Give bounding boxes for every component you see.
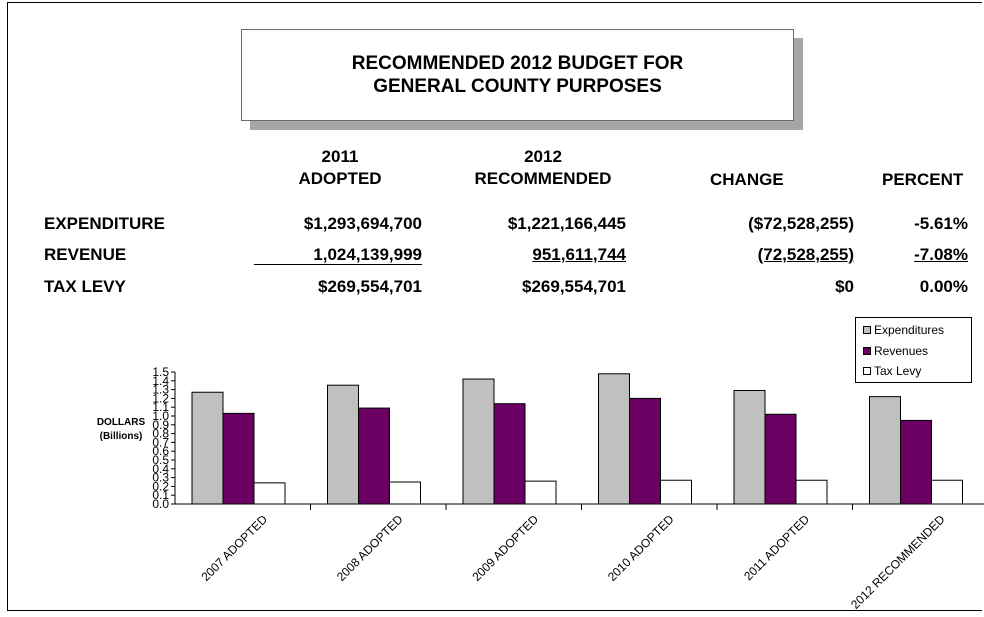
header-2012-recommended: 2012 RECOMMENDED — [445, 146, 641, 190]
y-tick-label: 0.3 — [152, 471, 169, 485]
bar-revenues — [629, 397, 661, 505]
x-tick-label: 2007 ADOPTED — [198, 512, 270, 584]
y-axis-title-line-2: (Billions) — [100, 431, 143, 442]
cell-percent: 0.00% — [919, 277, 968, 296]
bar-expenditures — [733, 389, 766, 505]
row-label: REVENUE — [44, 245, 127, 264]
header-2012-line1: 2012 — [524, 147, 562, 166]
cell-2012-recommended: $1,221,166,445 — [507, 214, 626, 233]
y-tick-label: 0.8 — [152, 427, 169, 441]
y-tick-label: 1.5 — [152, 365, 169, 379]
bar-expenditures — [869, 396, 901, 505]
header-2012-line2: RECOMMENDED — [474, 169, 612, 188]
legend-item-revenues: Revenues — [863, 343, 928, 359]
legend-item-expenditures: Expenditures — [863, 322, 944, 338]
cell-2012-recommended: 951,611,744 — [532, 245, 626, 264]
legend-label: Revenues — [874, 344, 929, 358]
y-tick-label: 0.5 — [152, 453, 169, 467]
cell-percent: -5.61% — [914, 214, 968, 233]
row-label: TAX LEVY — [44, 277, 126, 296]
legend-swatch-tax-levy — [863, 367, 871, 375]
y-tick-label: 0.2 — [152, 479, 169, 493]
x-tick-label: 2008 ADOPTED — [334, 512, 406, 584]
bar-revenues — [764, 413, 797, 505]
header-change: CHANGE — [710, 170, 784, 189]
bar-expenditures — [598, 373, 630, 505]
y-tick-label: 0.7 — [152, 435, 169, 449]
legend-item-tax-levy: Tax Levy — [863, 363, 921, 379]
bar-tax-levy — [253, 482, 286, 505]
bar-revenues — [493, 403, 526, 505]
y-tick-label: 0.6 — [152, 444, 169, 458]
y-tick-label: 1.2 — [152, 391, 169, 405]
x-tick-label: 2012 RECOMMENDED — [848, 512, 948, 612]
header-2011-adopted: 2011 ADOPTED — [265, 146, 415, 190]
bar-tax-levy — [795, 479, 828, 505]
bar-expenditures — [191, 391, 224, 505]
bar-revenues — [358, 407, 390, 505]
header-percent: PERCENT — [882, 170, 964, 189]
bar-revenues — [222, 412, 255, 505]
cell-change: ($72,528,255) — [748, 214, 854, 233]
cell-2011-adopted: $269,554,701 — [318, 277, 422, 296]
cell-percent: -7.08% — [914, 245, 968, 264]
cell-change: $0 — [835, 277, 854, 296]
cell-2011-adopted: 1,024,139,999 — [313, 245, 422, 264]
x-tick-label: 2009 ADOPTED — [469, 512, 541, 584]
chart-legend: Expenditures Revenues Tax Levy — [855, 317, 972, 383]
cell-change: (72,528,255) — [757, 245, 854, 264]
legend-swatch-revenues — [863, 347, 871, 355]
y-tick-label: 0.1 — [152, 488, 169, 502]
x-tick-label: 2011 ADOPTED — [741, 512, 812, 583]
revenue-underline — [254, 264, 422, 265]
header-2011-line1: 2011 — [321, 147, 359, 166]
legend-label: Tax Levy — [874, 364, 922, 378]
bar-tax-levy — [931, 479, 963, 505]
y-tick-label: 1.3 — [152, 383, 169, 397]
bar-revenues — [900, 419, 932, 505]
title-line-2: GENERAL COUNTY PURPOSES — [373, 76, 662, 97]
y-tick-label: 0.0 — [152, 497, 169, 511]
y-tick-label: 0.4 — [152, 462, 169, 476]
bar-expenditures — [462, 378, 495, 505]
bar-tax-levy — [524, 480, 557, 505]
bar-tax-levy — [389, 481, 421, 505]
legend-swatch-expenditures — [863, 326, 871, 334]
y-tick-label: 1.4 — [152, 374, 169, 388]
header-2011-line2: ADOPTED — [298, 169, 382, 188]
bar-tax-levy — [660, 479, 692, 505]
legend-label: Expenditures — [874, 323, 945, 337]
bar-expenditures — [327, 384, 359, 505]
x-tick-label: 2010 ADOPTED — [605, 512, 677, 584]
y-axis-title-line-1: DOLLARS — [97, 417, 146, 428]
title-box: RECOMMENDED 2012 BUDGET FOR GENERAL COUN… — [241, 29, 794, 121]
y-tick-label: 0.9 — [152, 418, 169, 432]
cell-2011-adopted: $1,293,694,700 — [303, 214, 422, 233]
row-label: EXPENDITURE — [44, 214, 165, 233]
title-line-1: RECOMMENDED 2012 BUDGET FOR — [351, 53, 684, 74]
y-tick-label: 1.0 — [152, 409, 169, 423]
report-frame — [7, 2, 982, 611]
cell-2012-recommended: $269,554,701 — [522, 277, 626, 296]
y-tick-label: 1.1 — [152, 400, 169, 414]
